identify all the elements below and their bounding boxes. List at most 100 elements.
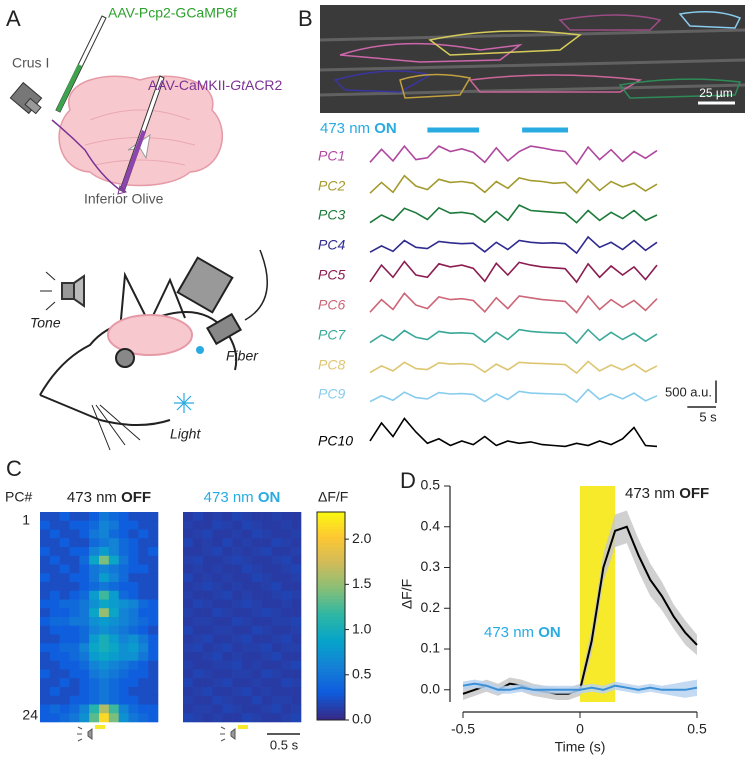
heatmap-cell <box>49 625 60 635</box>
heatmap-cell <box>291 529 302 539</box>
colorbar-segment <box>317 616 345 620</box>
heatmap-cell <box>49 687 60 697</box>
heatmap-cell <box>118 617 129 627</box>
heatmap-cell <box>79 555 90 565</box>
heatmap-cell <box>138 669 149 679</box>
speaker-icon <box>77 726 93 742</box>
heatmap-cell <box>108 617 119 627</box>
stimulus-marker <box>95 725 105 729</box>
heatmap-cell <box>281 617 292 627</box>
colorbar-segment <box>317 654 345 659</box>
heatmap-cell <box>138 625 149 635</box>
heatmap-cell <box>261 582 272 592</box>
heatmap-cell <box>128 582 139 592</box>
region-label: Inferior Olive <box>84 191 164 207</box>
region-label: Crus I <box>12 55 49 71</box>
x-tick-label: 0.5 <box>687 721 707 737</box>
heatmap-cell <box>212 512 223 522</box>
heatmap-cell <box>138 538 149 548</box>
heatmap-cell <box>40 520 51 530</box>
heatmap-cell <box>99 564 110 574</box>
heatmap-cell <box>242 512 253 522</box>
heatmap-cell <box>183 547 194 557</box>
heatmap-cell <box>192 652 203 662</box>
heatmap-cell <box>271 687 282 697</box>
heatmap-cell <box>118 512 129 522</box>
heatmap-cell <box>222 547 233 557</box>
heatmap-cell <box>212 704 223 714</box>
heatmap-cell <box>89 582 100 592</box>
heatmap-cell <box>99 573 110 583</box>
colorbar-segment <box>317 525 345 530</box>
speaker-icon <box>220 726 236 742</box>
heatmap-cell <box>251 643 262 653</box>
text-part: 473 nm <box>484 624 538 641</box>
colorbar-segment <box>317 536 345 541</box>
heatmap-cell <box>59 695 70 705</box>
heatmap-cell <box>271 590 282 600</box>
colorbar-segment <box>317 529 345 534</box>
y-tick-label: 0.0 <box>421 680 441 696</box>
heatmap-cell <box>40 713 51 723</box>
heatmap-cell <box>148 660 159 670</box>
heatmap-cell <box>271 695 282 705</box>
heatmap-cell <box>148 669 159 679</box>
heatmap-cell <box>99 625 110 635</box>
heatmap-cell <box>183 617 194 627</box>
heatmap-cell <box>232 713 243 723</box>
heatmap-cell <box>128 634 139 644</box>
heatmap-cell <box>49 573 60 583</box>
heatmap-cell <box>79 669 90 679</box>
heatmap-cell <box>202 687 213 697</box>
heatmap-cell <box>232 643 243 653</box>
text-part: 473 nm <box>320 120 374 137</box>
trace-line <box>369 174 658 194</box>
heatmap-cell <box>202 590 213 600</box>
colorbar-segment <box>317 668 345 672</box>
heatmap-cell <box>79 652 90 662</box>
heatmap-cell <box>271 652 282 662</box>
y-axis-title: ΔF/F <box>399 579 415 609</box>
heatmap-cell <box>79 547 90 557</box>
heatmap-cell <box>222 520 233 530</box>
heatmap-cell <box>212 590 223 600</box>
heatmap-cell <box>212 687 223 697</box>
heatmap-cell <box>128 555 139 565</box>
heatmap-cell <box>281 695 292 705</box>
heatmap-cell <box>222 713 233 723</box>
heatmap-cell <box>128 590 139 600</box>
schematic-label: Light <box>170 426 201 442</box>
heatmap-cell <box>192 582 203 592</box>
colorbar-segment <box>317 706 345 711</box>
heatmap-cell <box>183 582 194 592</box>
heatmap-cell <box>251 704 262 714</box>
colorbar-segment <box>317 605 345 610</box>
heatmap-cell <box>242 538 253 548</box>
heatmap-cell <box>232 538 243 548</box>
colorbar-segment <box>317 577 345 582</box>
trace-label: PC3 <box>318 207 345 223</box>
heatmap-cell <box>128 652 139 662</box>
heatmap-cell <box>192 555 203 565</box>
heatmap-cell <box>99 660 110 670</box>
error-band <box>463 510 697 700</box>
heatmap-cell <box>49 590 60 600</box>
heatmap-cell <box>128 608 139 618</box>
heatmap-cell <box>222 590 233 600</box>
heatmap-cell <box>281 520 292 530</box>
trace-label: PC2 <box>318 178 345 194</box>
heatmap-cell <box>192 573 203 583</box>
colorbar-segment <box>317 518 345 523</box>
heatmap-cell <box>271 608 282 618</box>
heatmap-cell <box>148 617 159 627</box>
heatmap-cell <box>261 625 272 635</box>
colorbar-segment <box>317 657 345 662</box>
heatmap-cell <box>232 634 243 644</box>
colorbar-segment <box>317 515 345 520</box>
colorbar-segment <box>317 553 345 558</box>
heatmap-cell <box>183 608 194 618</box>
heatmap-cell <box>183 669 194 679</box>
heatmap-cell <box>271 713 282 723</box>
heatmap-cell <box>202 573 213 583</box>
heatmap-cell <box>261 617 272 627</box>
